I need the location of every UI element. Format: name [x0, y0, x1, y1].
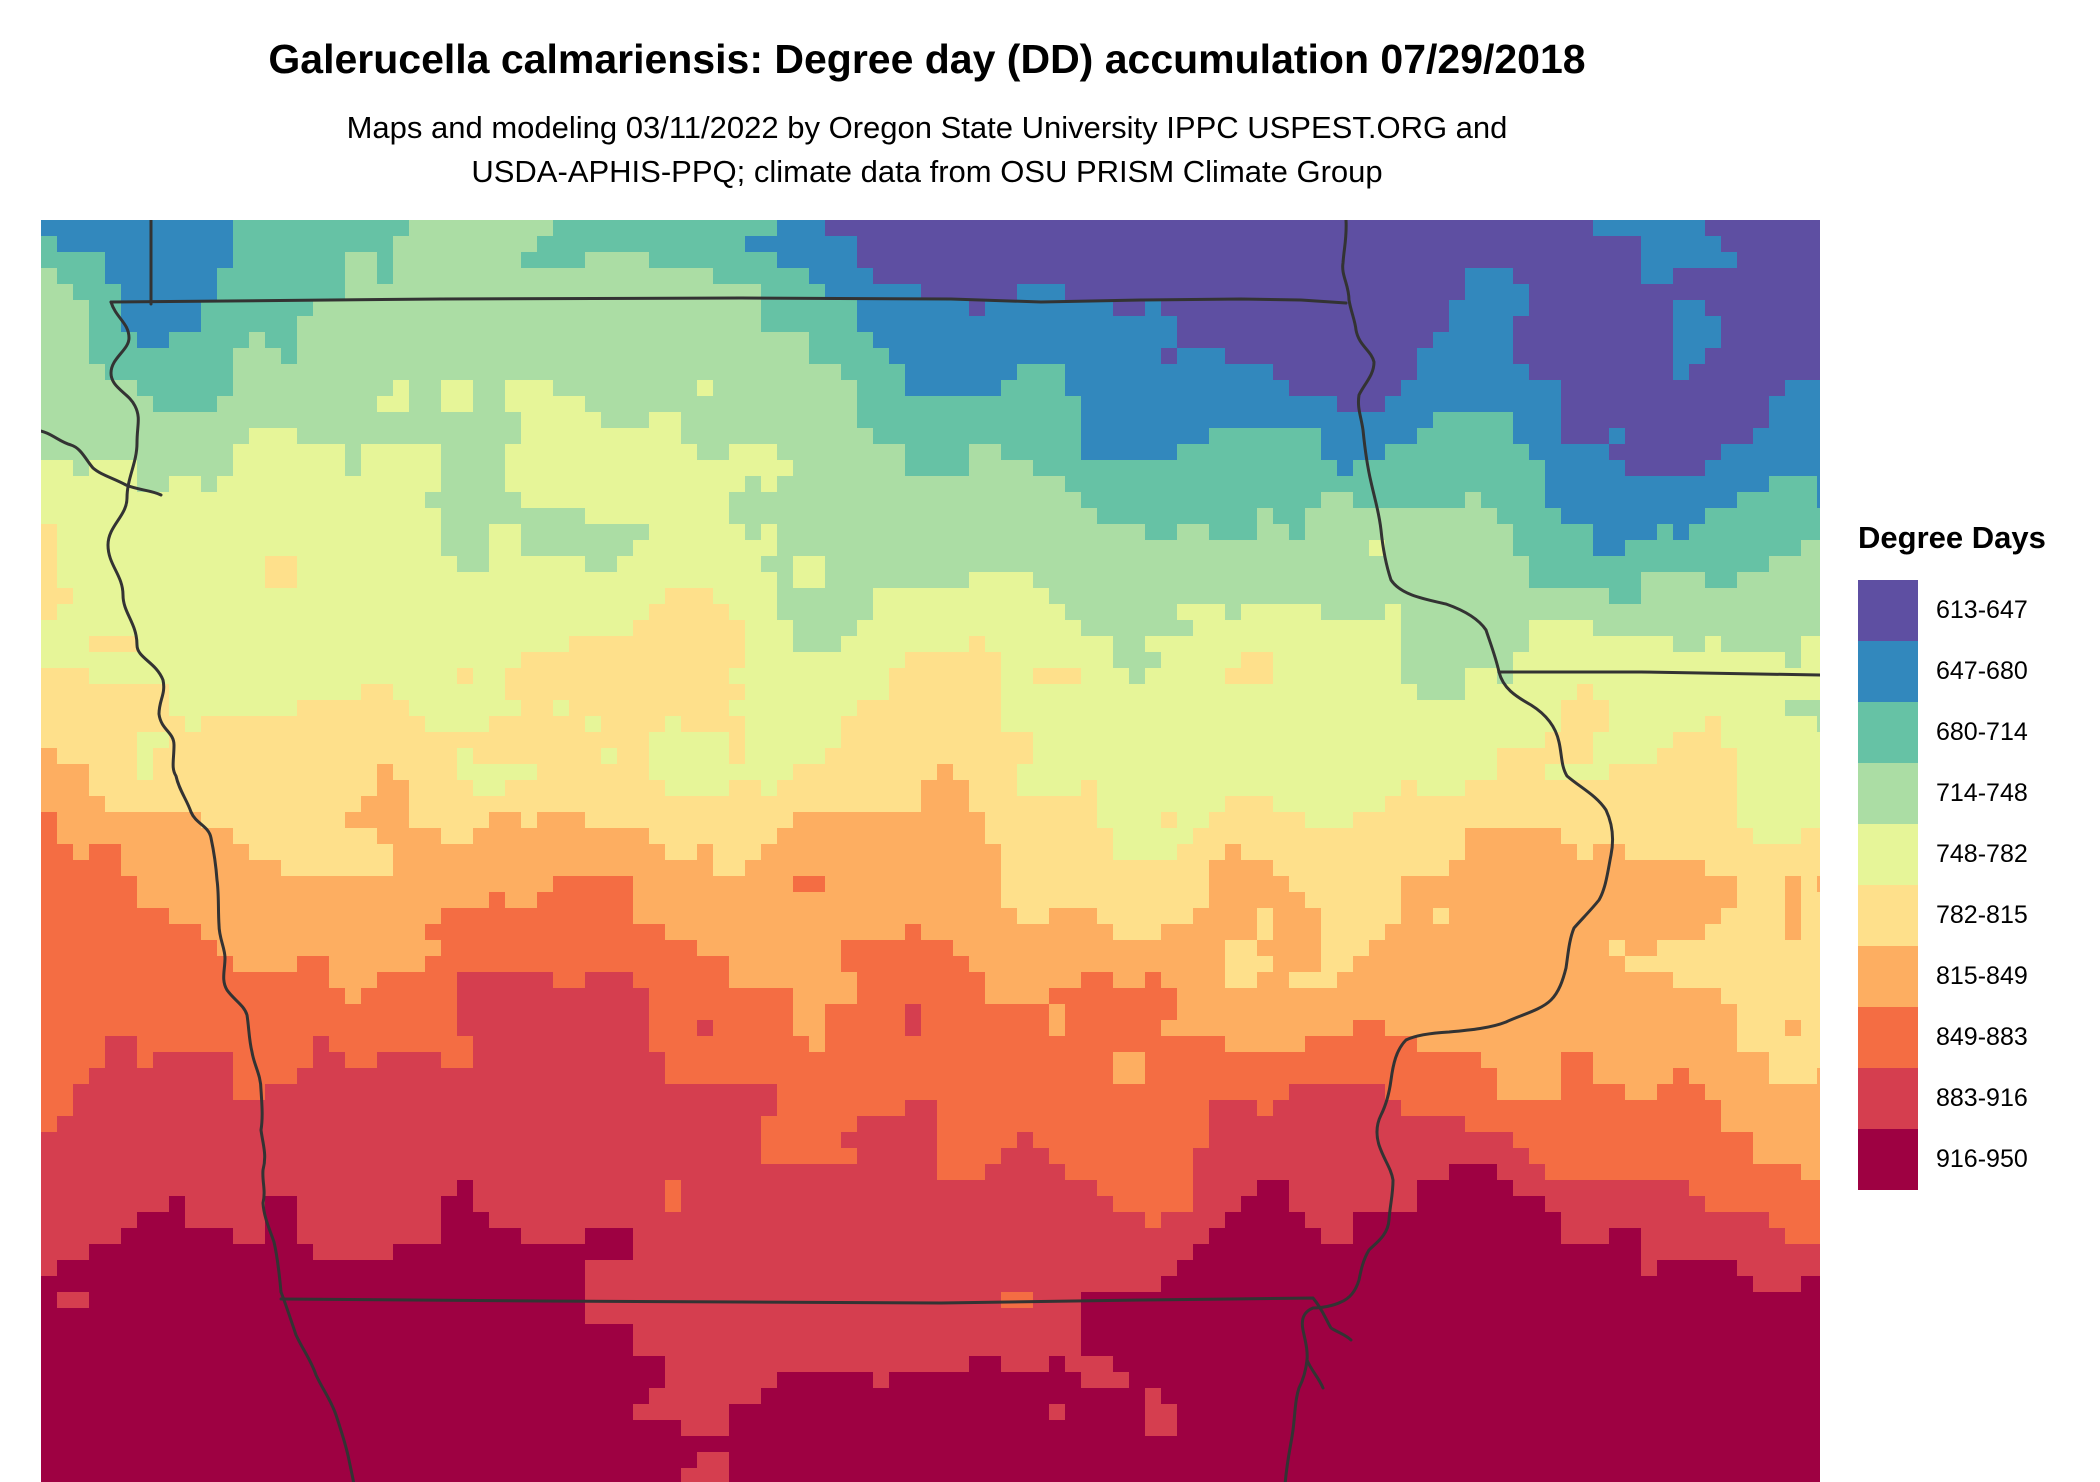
legend-swatch [1858, 1129, 1918, 1190]
legend-items: 613-647 647-680 680-714 714-748 748-782 782-8… [1858, 580, 2046, 1190]
legend-item: 714-748 [1858, 763, 2046, 824]
legend-label: 815-849 [1936, 962, 2028, 990]
legend-label: 613-647 [1936, 596, 2028, 624]
wisconsin-illinois-border [1341, 220, 1501, 674]
state-boundaries [41, 220, 1820, 1482]
legend-item: 647-680 [1858, 641, 2046, 702]
legend-label: 883-916 [1936, 1084, 2028, 1112]
legend-swatch [1858, 641, 1918, 702]
legend-label: 748-782 [1936, 840, 2028, 868]
legend-item: 883-916 [1858, 1068, 2046, 1129]
nebraska-kansas-border [41, 429, 163, 497]
legend-label: 680-714 [1936, 718, 2028, 746]
degree-day-raster [41, 220, 1820, 1482]
legend-label: 647-680 [1936, 657, 2028, 685]
legend-swatch [1858, 580, 1918, 641]
legend-item: 613-647 [1858, 580, 2046, 641]
legend-swatch [1858, 1007, 1918, 1068]
legend-label: 782-815 [1936, 901, 2028, 929]
wisconsin-south-border [1497, 670, 1820, 677]
iowa-west-border-missouri-river [106, 300, 283, 1294]
missouri-river-south [279, 1290, 356, 1482]
legend: Degree Days 613-647 647-680 680-714 714-748… [1858, 520, 2046, 1190]
legend-label: 849-883 [1936, 1023, 2028, 1051]
legend-swatch [1858, 824, 1918, 885]
legend-swatch [1858, 885, 1918, 946]
legend-title: Degree Days [1858, 520, 2046, 555]
legend-item: 680-714 [1858, 702, 2046, 763]
legend-swatch [1858, 946, 1918, 1007]
legend-swatch [1858, 763, 1918, 824]
map-canvas [41, 220, 1820, 1482]
iowa-north-border [109, 296, 1348, 305]
degree-day-map [41, 220, 1820, 1482]
iowa-east-border-mississippi [1283, 670, 1615, 1482]
legend-item: 815-849 [1858, 946, 2046, 1007]
map-subtitle-line2: USDA-APHIS-PPQ; climate data from OSU PR… [471, 154, 1383, 189]
legend-swatch [1858, 1068, 1918, 1129]
legend-label: 916-950 [1936, 1145, 2028, 1173]
legend-item: 849-883 [1858, 1007, 2046, 1068]
legend-item: 916-950 [1858, 1129, 2046, 1190]
legend-label: 714-748 [1936, 779, 2028, 807]
legend-swatch [1858, 702, 1918, 763]
iowa-south-border [279, 1296, 1353, 1342]
legend-item: 782-815 [1858, 885, 2046, 946]
map-subtitle-line1: Maps and modeling 03/11/2022 by Oregon S… [346, 110, 1508, 145]
map-title: Galerucella calmariensis: Degree day (DD… [268, 36, 1586, 82]
legend-item: 748-782 [1858, 824, 2046, 885]
iowa-missouri-southeast [1305, 1358, 1325, 1390]
